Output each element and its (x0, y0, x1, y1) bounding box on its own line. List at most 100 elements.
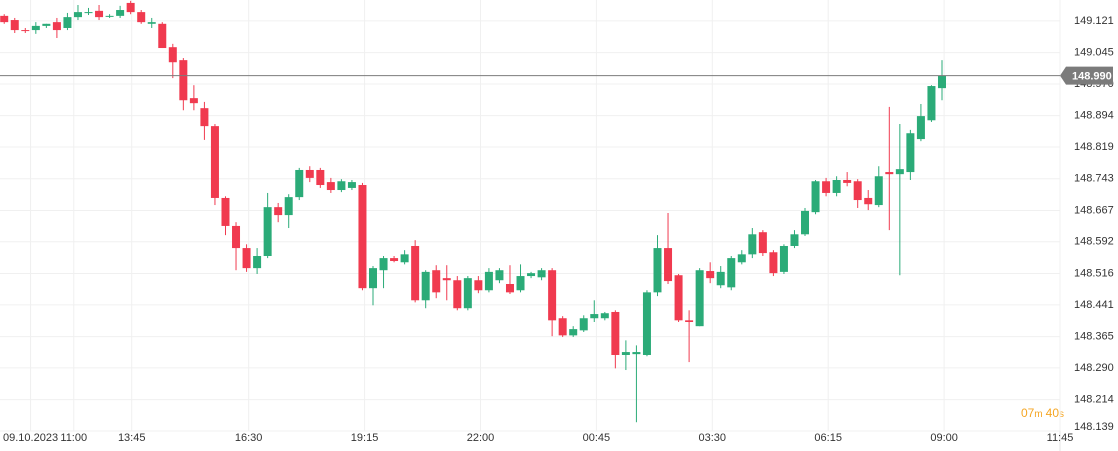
candle-body (527, 273, 536, 277)
candle-body (590, 314, 599, 319)
candle-body (432, 270, 441, 293)
candle-body (548, 270, 557, 321)
y-tick-label: 148.819 (1074, 141, 1114, 153)
candle-body (105, 15, 114, 17)
candle-body (758, 232, 767, 254)
candle-body (253, 256, 262, 269)
candle-body (906, 133, 915, 173)
x-tick-label: 22:00 (467, 432, 495, 444)
candle-body (210, 126, 219, 198)
candle-body (358, 185, 367, 289)
candle-body (811, 181, 820, 213)
candle-body (63, 17, 72, 28)
candle-body (801, 210, 810, 235)
x-tick-label: 16:30 (235, 432, 263, 444)
candle-body (822, 181, 831, 193)
candle-body (200, 108, 209, 127)
candle-body (484, 271, 493, 291)
candle-body (390, 258, 399, 262)
y-tick-label: 148.894 (1074, 110, 1114, 122)
candle-body (0, 15, 9, 23)
candle-body (916, 116, 925, 140)
y-tick-label: 148.365 (1074, 331, 1114, 343)
countdown-unit: m (1034, 409, 1042, 420)
candle-body (73, 12, 82, 18)
candle-body (895, 169, 904, 175)
y-tick-label: 148.743 (1074, 173, 1114, 185)
candle-body (864, 197, 873, 205)
candle-body (516, 276, 525, 291)
candle-body (505, 283, 514, 293)
x-tick-label: 06:15 (814, 432, 842, 444)
candle-body (748, 234, 757, 255)
candle-body (221, 197, 230, 226)
y-tick-label: 148.516 (1074, 267, 1114, 279)
x-tick-label: 11:45 (1047, 432, 1074, 444)
x-tick-label: 09:00 (930, 432, 958, 444)
x-tick-label: 11:00 (60, 432, 87, 444)
candle-body (611, 311, 620, 355)
candle-body (843, 180, 852, 183)
candle-body (885, 172, 894, 175)
current-price-tag (1060, 66, 1113, 85)
y-tick-label: 148.667 (1074, 204, 1114, 216)
candle-body (369, 268, 378, 289)
candle-body (284, 197, 293, 216)
y-tick-label: 148.214 (1074, 394, 1114, 406)
candle-body (537, 270, 546, 278)
countdown-unit: s (1059, 409, 1064, 420)
candle-body (168, 47, 177, 63)
candle-body (179, 60, 188, 101)
candle-body (316, 169, 325, 186)
candle-body (695, 270, 704, 327)
y-tick-label: 149.045 (1074, 47, 1114, 59)
candle-body (716, 271, 725, 286)
candle-body (242, 248, 251, 269)
candle-body (347, 182, 356, 188)
candle-body (326, 182, 335, 191)
candle-body (137, 12, 146, 23)
candle-body (790, 234, 799, 246)
y-tick-label: 148.592 (1074, 236, 1114, 248)
candle-body (674, 275, 683, 321)
candle-body (463, 278, 472, 309)
candle-body (232, 225, 241, 249)
x-tick-label: 13:45 (118, 432, 146, 444)
candle-body (84, 12, 93, 14)
candle-body (832, 180, 841, 193)
candle-body (295, 169, 304, 198)
candle-body (727, 258, 736, 288)
candle-body (632, 352, 641, 355)
candle-body (874, 176, 883, 206)
candle-body (737, 254, 746, 263)
candle-body (569, 329, 578, 336)
candle-body (685, 320, 694, 322)
candle-body (337, 181, 346, 191)
candle-body (937, 75, 946, 89)
countdown-minutes: 07 (1021, 406, 1035, 420)
candle-body (474, 280, 483, 291)
candle-body (158, 23, 167, 49)
y-tick-label: 148.139 (1074, 421, 1114, 433)
candle-body (411, 245, 420, 301)
x-tick-label: 19:15 (351, 432, 379, 444)
candle-body (853, 181, 862, 201)
candle-body (116, 10, 125, 16)
candle-body (31, 25, 40, 31)
candle-body (126, 2, 135, 13)
candle-body (495, 270, 504, 281)
candle-body (779, 245, 788, 272)
candle-body (600, 313, 609, 319)
candle-body (305, 169, 314, 178)
candle-body (664, 248, 673, 282)
x-tick-label: 00:45 (583, 432, 611, 444)
candle-body (95, 10, 104, 18)
x-tick-label: 09.10.2023 (3, 432, 58, 444)
candle-body (453, 280, 462, 309)
y-tick-label: 149.121 (1074, 15, 1114, 27)
candle-body (379, 258, 388, 271)
current-price-label: 148.990 (1072, 70, 1112, 82)
candle-body (442, 278, 451, 281)
candle-body (621, 352, 630, 355)
